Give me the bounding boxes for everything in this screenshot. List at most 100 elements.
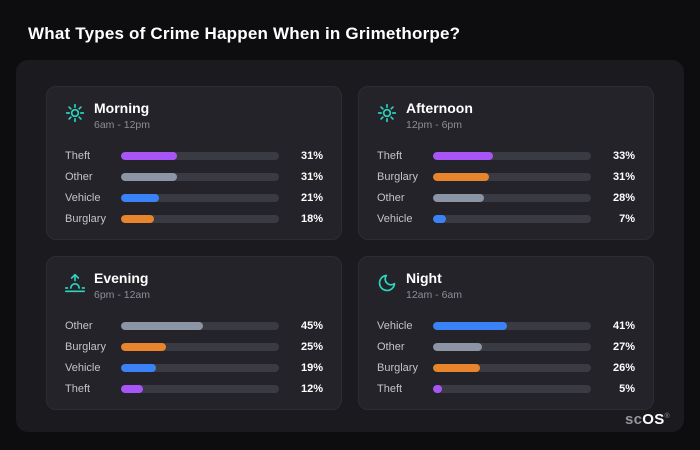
- sun-icon: [65, 103, 85, 123]
- bar-label: Other: [65, 320, 93, 332]
- brand-prefix: sc: [624, 411, 643, 428]
- bar-track: [121, 364, 279, 372]
- bar-row: Theft 33%: [377, 150, 635, 162]
- bar-value: 19%: [300, 362, 323, 374]
- period-title: Morning: [94, 100, 150, 116]
- bar-track: [121, 215, 279, 223]
- period-time: 12am - 6am: [406, 289, 463, 301]
- bar-fill: [121, 385, 143, 393]
- bar-fill: [433, 215, 446, 223]
- period-title: Evening: [94, 270, 149, 286]
- bar-value: 7%: [619, 213, 635, 225]
- bar-value: 31%: [300, 171, 323, 183]
- bar-label: Vehicle: [65, 192, 101, 204]
- bar-rows: Other 45% Burglary 25% Vehicle 19% Theft: [65, 320, 323, 395]
- bar-label: Vehicle: [65, 362, 101, 374]
- bar-row: Vehicle 19%: [65, 362, 323, 374]
- bar-label: Other: [377, 341, 405, 353]
- bar-track: [433, 343, 591, 351]
- bar-row: Vehicle 21%: [65, 192, 323, 204]
- time-period-grid: Morning 6am - 12pm Theft 31% Other 31% V…: [46, 86, 654, 410]
- bar-value: 31%: [300, 150, 323, 162]
- registered-mark: ®: [664, 413, 670, 420]
- bar-row: Other 45%: [65, 320, 323, 332]
- bar-track: [433, 322, 591, 330]
- bar-label: Other: [65, 171, 93, 183]
- sun-icon: [377, 103, 397, 123]
- bar-label: Theft: [377, 383, 403, 395]
- period-title: Afternoon: [406, 100, 473, 116]
- bar-track: [433, 152, 591, 160]
- period-title: Night: [406, 270, 442, 286]
- bar-track: [433, 215, 591, 223]
- bar-track: [121, 343, 279, 351]
- bar-fill: [433, 385, 443, 393]
- card-afternoon: Afternoon 12pm - 6pm Theft 33% Burglary …: [358, 86, 654, 240]
- bar-value: 18%: [300, 213, 323, 225]
- bar-row: Vehicle 41%: [377, 320, 635, 332]
- bar-label: Theft: [377, 150, 403, 162]
- bar-track: [433, 173, 591, 181]
- bar-value: 5%: [619, 383, 635, 395]
- moon-icon: [377, 273, 397, 293]
- card-header: Night 12am - 6am: [377, 270, 635, 301]
- bar-row: Burglary 25%: [65, 341, 323, 353]
- bar-value: 12%: [300, 383, 323, 395]
- bar-fill: [121, 215, 154, 223]
- bar-label: Burglary: [377, 171, 418, 183]
- bar-row: Theft 12%: [65, 383, 323, 395]
- bar-value: 26%: [612, 362, 635, 374]
- bar-value: 27%: [612, 341, 635, 353]
- bar-fill: [433, 343, 483, 351]
- bar-value: 25%: [300, 341, 323, 353]
- bar-label: Burglary: [65, 213, 106, 225]
- bar-value: 33%: [612, 150, 635, 162]
- bar-fill: [433, 152, 493, 160]
- card-header: Evening 6pm - 12am: [65, 270, 323, 301]
- bar-row: Vehicle 7%: [377, 213, 635, 225]
- bar-rows: Theft 33% Burglary 31% Other 28% Vehicle: [377, 150, 635, 225]
- bar-fill: [121, 194, 160, 202]
- bar-value: 31%: [612, 171, 635, 183]
- bar-value: 45%: [300, 320, 323, 332]
- period-time: 6am - 12pm: [94, 119, 151, 131]
- bar-value: 21%: [300, 192, 323, 204]
- bar-fill: [121, 173, 178, 181]
- dashboard-panel: Morning 6am - 12pm Theft 31% Other 31% V…: [16, 60, 684, 432]
- card-header: Morning 6am - 12pm: [65, 100, 323, 131]
- card-morning: Morning 6am - 12pm Theft 31% Other 31% V…: [46, 86, 342, 240]
- bar-label: Theft: [65, 150, 91, 162]
- bar-value: 28%: [612, 192, 635, 204]
- bar-track: [121, 152, 279, 160]
- bar-fill: [121, 343, 167, 351]
- bar-row: Burglary 18%: [65, 213, 323, 225]
- bar-row: Theft 31%: [65, 150, 323, 162]
- bar-fill: [433, 173, 490, 181]
- bar-fill: [433, 322, 508, 330]
- bar-row: Other 28%: [377, 192, 635, 204]
- bar-row: Burglary 26%: [377, 362, 635, 374]
- bar-track: [121, 322, 279, 330]
- period-time: 6pm - 12am: [94, 289, 151, 301]
- bar-fill: [121, 364, 156, 372]
- brand-suffix: OS: [642, 411, 665, 428]
- bar-row: Theft 5%: [377, 383, 635, 395]
- bar-row: Other 27%: [377, 341, 635, 353]
- bar-label: Vehicle: [377, 213, 413, 225]
- period-time: 12pm - 6pm: [406, 119, 463, 131]
- card-night: Night 12am - 6am Vehicle 41% Other 27% B…: [358, 256, 654, 410]
- bar-track: [433, 194, 591, 202]
- bar-fill: [433, 194, 484, 202]
- bar-value: 41%: [612, 320, 635, 332]
- bar-fill: [121, 152, 178, 160]
- bar-label: Other: [377, 192, 405, 204]
- page-title: What Types of Crime Happen When in Grime…: [28, 24, 461, 43]
- card-evening: Evening 6pm - 12am Other 45% Burglary 25…: [46, 256, 342, 410]
- bar-rows: Theft 31% Other 31% Vehicle 21% Burglary: [65, 150, 323, 225]
- bar-row: Burglary 31%: [377, 171, 635, 183]
- bar-fill: [121, 322, 203, 330]
- bar-label: Burglary: [377, 362, 418, 374]
- bar-track: [121, 194, 279, 202]
- bar-row: Other 31%: [65, 171, 323, 183]
- bar-track: [121, 173, 279, 181]
